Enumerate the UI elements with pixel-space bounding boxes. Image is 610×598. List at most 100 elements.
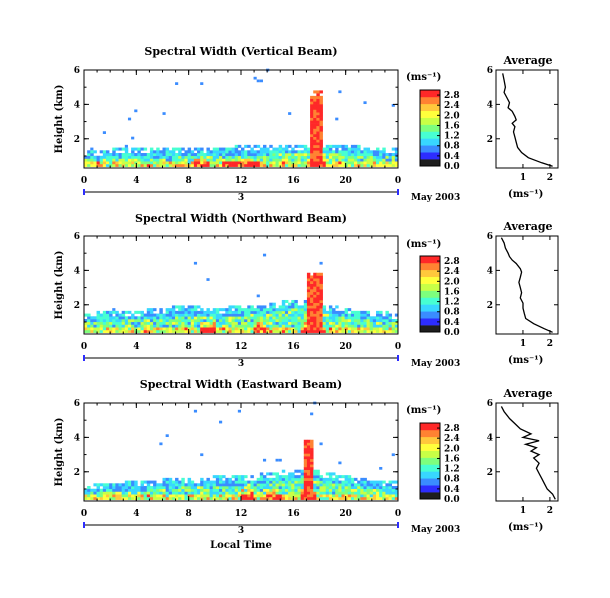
heatmap-cell [313, 101, 317, 105]
heatmap-cell [347, 150, 352, 154]
heatmap-cell [322, 488, 327, 492]
heatmap-cell [90, 163, 94, 167]
heatmap-cell [303, 477, 308, 481]
heatmap-cell [284, 327, 289, 331]
heatmap-cell [222, 158, 226, 162]
heatmap-cell [187, 310, 192, 314]
heatmap-cell [206, 327, 210, 331]
heatmap-cell [247, 480, 251, 484]
heatmap-cell [181, 153, 185, 157]
heatmap-cell [140, 329, 144, 333]
day-label: 3 [238, 193, 244, 203]
heatmap-cell [250, 321, 254, 325]
heatmap-cell [165, 153, 170, 157]
heatmap-cell [275, 477, 279, 481]
heatmap-cell [134, 147, 138, 151]
heatmap-cell [259, 308, 264, 312]
heatmap-cell [178, 147, 182, 151]
heatmap-cell [278, 155, 283, 159]
heatmap-cell [266, 483, 270, 487]
heatmap-cell [319, 155, 323, 159]
heatmap-cell [209, 327, 214, 331]
heatmap-cell [256, 161, 261, 165]
heatmap-cell [171, 496, 176, 500]
heatmap-cell [178, 329, 182, 333]
heatmap-cell [278, 324, 283, 328]
colorbar-unit: (ms⁻¹) [406, 239, 441, 250]
heatmap-cell [212, 153, 217, 157]
heatmap-cell [335, 144, 339, 148]
heatmap-cell [87, 488, 91, 492]
heatmap-cell [156, 155, 160, 159]
heatmap-cell [159, 310, 163, 314]
heatmap-cell [357, 327, 361, 331]
heatmap-cell [228, 321, 232, 325]
heatmap-cell [143, 494, 148, 498]
heatmap-cell [259, 488, 264, 492]
heatmap-cell [118, 321, 122, 325]
heatmap-cell [118, 494, 122, 498]
heatmap-cell [319, 144, 323, 148]
heatmap-cell [288, 327, 292, 331]
heatmap-cell [316, 109, 320, 113]
heatmap-cell [284, 480, 289, 484]
heatmap-cell [347, 494, 352, 498]
heatmap-cell [350, 313, 355, 317]
heatmap-cell [244, 308, 248, 312]
heatmap-cell [288, 480, 292, 484]
heatmap-cell [149, 155, 154, 159]
average-title: Average [502, 54, 552, 67]
heatmap-cell [303, 302, 308, 306]
heatmap-cell [237, 150, 242, 154]
heatmap-cell [222, 486, 226, 490]
colorbar-swatch [420, 269, 440, 278]
heatmap-cell [102, 158, 107, 162]
x-axis-label: Local Time [210, 540, 272, 551]
heatmap-cell [193, 496, 198, 500]
heatmap-cell [297, 469, 301, 473]
heatmap-cell [231, 483, 236, 487]
heatmap-cell [269, 472, 273, 476]
heatmap-cell [297, 313, 301, 317]
heatmap-cell [234, 491, 239, 495]
heatmap-cell [310, 319, 314, 323]
heatmap-cell [306, 163, 311, 167]
heatmap-cell [363, 150, 367, 154]
heatmap-cell [165, 483, 170, 487]
heatmap-cell [256, 491, 261, 495]
heatmap-cell [313, 109, 317, 113]
heatmap-cell [250, 305, 254, 309]
heatmap-cell [338, 483, 342, 487]
heatmap-cell [250, 488, 254, 492]
heatmap-cell [341, 147, 345, 151]
heatmap-cell [131, 153, 135, 157]
heatmap-cell [137, 147, 141, 151]
heatmap-cell [360, 494, 364, 498]
heatmap-vertical-beam [84, 68, 399, 167]
heatmap-cell [394, 155, 399, 159]
heatmap-cell [319, 114, 323, 118]
heatmap-cell [382, 155, 386, 159]
heatmap-cell [269, 477, 273, 481]
heatmap-cell [310, 95, 314, 99]
heatmap-cell [171, 321, 176, 325]
heatmap-cell [197, 316, 201, 320]
heatmap-cell [244, 158, 248, 162]
heatmap-cell [354, 158, 358, 162]
heatmap-cell [391, 453, 395, 457]
heatmap-cell [184, 150, 188, 154]
heatmap-cell [162, 153, 166, 157]
heatmap-cell [231, 480, 236, 484]
heatmap-cell [140, 480, 144, 484]
heatmap-cell [338, 491, 342, 495]
heatmap-cell [335, 150, 339, 154]
colorbar-tick-label: 1.2 [444, 298, 460, 308]
heatmap-cell [159, 163, 163, 167]
heatmap-cell [241, 324, 245, 328]
colorbar-swatch [420, 131, 440, 139]
heatmap-cell [272, 329, 276, 333]
colorbar-swatch [420, 318, 440, 326]
heatmap-cell [319, 158, 323, 162]
heatmap-cell [354, 316, 358, 320]
